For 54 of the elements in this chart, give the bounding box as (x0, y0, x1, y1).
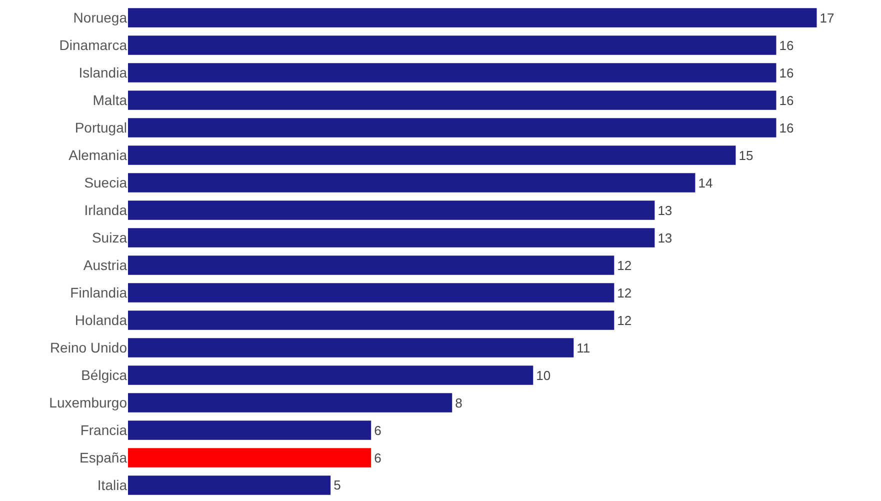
data-label: 6 (374, 450, 382, 466)
data-label: 15 (738, 148, 754, 163)
data-label: 16 (779, 120, 794, 136)
bar (128, 338, 574, 358)
data-label: 13 (658, 230, 672, 246)
y-tick-label: Austria (83, 257, 128, 274)
data-label: 8 (455, 395, 462, 410)
y-tick-label: Bélgica (81, 367, 128, 384)
y-tick-label: Suecia (84, 174, 128, 191)
y-tick-label: Dinamarca (59, 37, 128, 54)
bar (128, 63, 776, 82)
bar (128, 310, 614, 330)
bar (128, 366, 534, 385)
bar (128, 283, 614, 302)
y-tick-label: Holanda (74, 312, 128, 328)
data-label: 14 (698, 175, 713, 190)
y-tick-label: Italia (97, 477, 128, 494)
y-tick-label: Finlandia (70, 284, 128, 301)
bar (128, 8, 817, 28)
bar (128, 228, 655, 248)
y-tick-label: Malta (92, 92, 128, 108)
bar (128, 393, 452, 412)
bar (128, 420, 372, 440)
y-tick-label: Irlanda (84, 202, 128, 218)
bar (128, 90, 776, 110)
bar (128, 146, 736, 165)
data-label: 5 (334, 478, 341, 493)
y-tick-label: Islandia (78, 64, 128, 81)
data-label: 12 (617, 258, 632, 273)
bar (128, 36, 776, 55)
y-tick-label: Reino Unido (50, 340, 128, 356)
y-tick-label: Luxemburgo (49, 394, 128, 411)
data-label: 16 (779, 65, 794, 80)
data-label: 12 (617, 285, 632, 300)
y-tick-label: Alemania (68, 147, 128, 164)
bar (128, 200, 655, 220)
y-tick-label: Portugal (74, 120, 127, 136)
y-tick-label: Noruega (73, 10, 128, 26)
bar (128, 448, 372, 468)
data-label: 11 (576, 340, 590, 356)
data-label: 6 (374, 422, 382, 438)
y-tick-label: Francia (80, 422, 128, 438)
y-tick-label: Suiza (92, 230, 128, 246)
data-label: 13 (658, 202, 672, 218)
y-tick-label: España (80, 450, 128, 466)
data-label: 16 (779, 38, 794, 53)
bar (128, 173, 696, 192)
bar (128, 256, 614, 275)
data-label: 16 (779, 92, 794, 108)
bar (128, 476, 331, 495)
data-label: 17 (820, 10, 834, 26)
data-label: 12 (617, 312, 632, 328)
bar (128, 118, 776, 138)
data-label: 10 (536, 368, 551, 383)
